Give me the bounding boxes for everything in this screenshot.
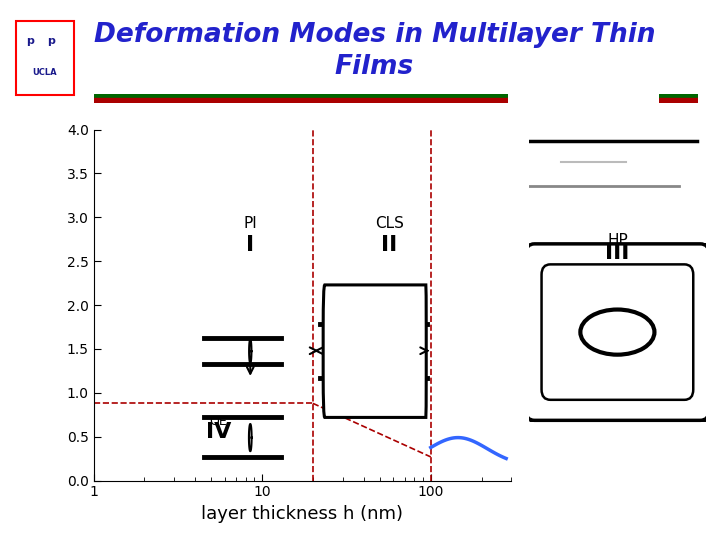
Text: III: III bbox=[606, 243, 629, 263]
Text: Films: Films bbox=[335, 55, 414, 80]
Bar bbox=[659, 98, 698, 103]
Bar bbox=[94, 94, 508, 98]
Ellipse shape bbox=[580, 309, 654, 355]
Text: UCLA: UCLA bbox=[32, 68, 58, 77]
Text: CLS: CLS bbox=[375, 216, 404, 231]
Bar bbox=[659, 94, 698, 98]
FancyBboxPatch shape bbox=[323, 285, 426, 417]
X-axis label: layer thickness h (nm): layer thickness h (nm) bbox=[202, 505, 403, 523]
Text: II: II bbox=[382, 235, 397, 255]
Text: IV: IV bbox=[206, 422, 231, 442]
Text: HP: HP bbox=[607, 233, 628, 247]
FancyBboxPatch shape bbox=[526, 244, 709, 420]
FancyBboxPatch shape bbox=[541, 265, 693, 400]
Text: PI: PI bbox=[243, 216, 257, 231]
Text: I: I bbox=[246, 235, 254, 255]
Text: Deformation Modes in Multilayer Thin: Deformation Modes in Multilayer Thin bbox=[94, 22, 655, 48]
Bar bbox=[94, 98, 508, 103]
Text: QE: QE bbox=[210, 415, 228, 428]
Text: p: p bbox=[48, 36, 55, 46]
Text: p: p bbox=[26, 36, 34, 46]
